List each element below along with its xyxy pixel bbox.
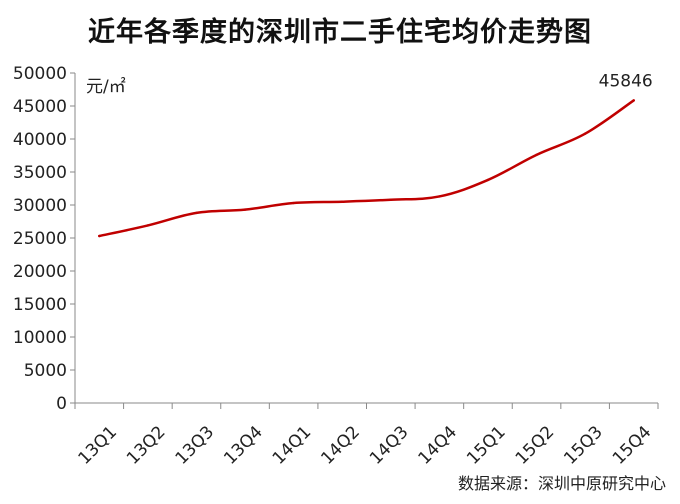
data-point xyxy=(438,195,441,198)
data-point xyxy=(583,132,587,135)
x-tick-label: 14Q4 xyxy=(415,422,462,469)
x-tick-label: 13Q1 xyxy=(74,422,121,469)
y-tick-label: 50000 xyxy=(13,64,67,84)
y-tick-label: 40000 xyxy=(13,130,67,150)
series-line xyxy=(98,99,635,238)
y-tick-label: 30000 xyxy=(13,196,67,216)
y-tick-label: 35000 xyxy=(13,163,67,183)
data-point xyxy=(486,178,490,182)
x-tick-label: 15Q4 xyxy=(609,422,656,469)
y-axis-unit-label: 元/㎡ xyxy=(86,77,126,97)
x-tick-label: 13Q4 xyxy=(220,422,267,469)
data-point xyxy=(98,234,101,238)
data-point xyxy=(535,153,538,157)
x-tick-label: 14Q2 xyxy=(317,422,364,469)
x-tick-label: 13Q3 xyxy=(172,422,219,469)
data-label-last: 45846 xyxy=(599,71,653,91)
y-tick-label: 20000 xyxy=(13,262,67,282)
y-tick-label: 45000 xyxy=(13,97,67,117)
data-point xyxy=(146,224,150,227)
x-tick-label: 15Q3 xyxy=(560,422,607,469)
data-point xyxy=(243,208,247,211)
data-points xyxy=(98,99,635,238)
y-tick-label: 10000 xyxy=(13,328,67,348)
x-tick-label: 15Q1 xyxy=(463,422,510,469)
x-axis-ticks: 13Q1 13Q2 13Q3 13Q4 14Q1 14Q2 14Q3 14Q4 15Q1 15Q2… xyxy=(74,403,659,469)
x-tick-label: 15Q2 xyxy=(512,422,559,469)
y-tick-label: 5000 xyxy=(24,361,67,381)
data-point xyxy=(632,99,635,102)
y-tick-label: 15000 xyxy=(13,295,67,315)
chart-title: 近年各季度的深圳市二手住宅均价走势图 xyxy=(88,17,592,48)
x-tick-label: 14Q1 xyxy=(269,422,316,469)
data-point xyxy=(195,211,198,215)
source-note: 数据来源：深圳中原研究中心 xyxy=(457,474,666,493)
y-axis-ticks: 0 5000 10000 15000 20000 25000 30000 35000 40000… xyxy=(13,64,75,414)
x-tick-label: 13Q2 xyxy=(123,422,170,469)
data-point xyxy=(341,200,344,203)
data-point xyxy=(292,201,295,205)
data-point xyxy=(389,198,392,201)
y-tick-label: 25000 xyxy=(13,229,67,249)
y-tick-label: 0 xyxy=(56,394,67,414)
x-tick-label: 14Q3 xyxy=(366,422,413,469)
